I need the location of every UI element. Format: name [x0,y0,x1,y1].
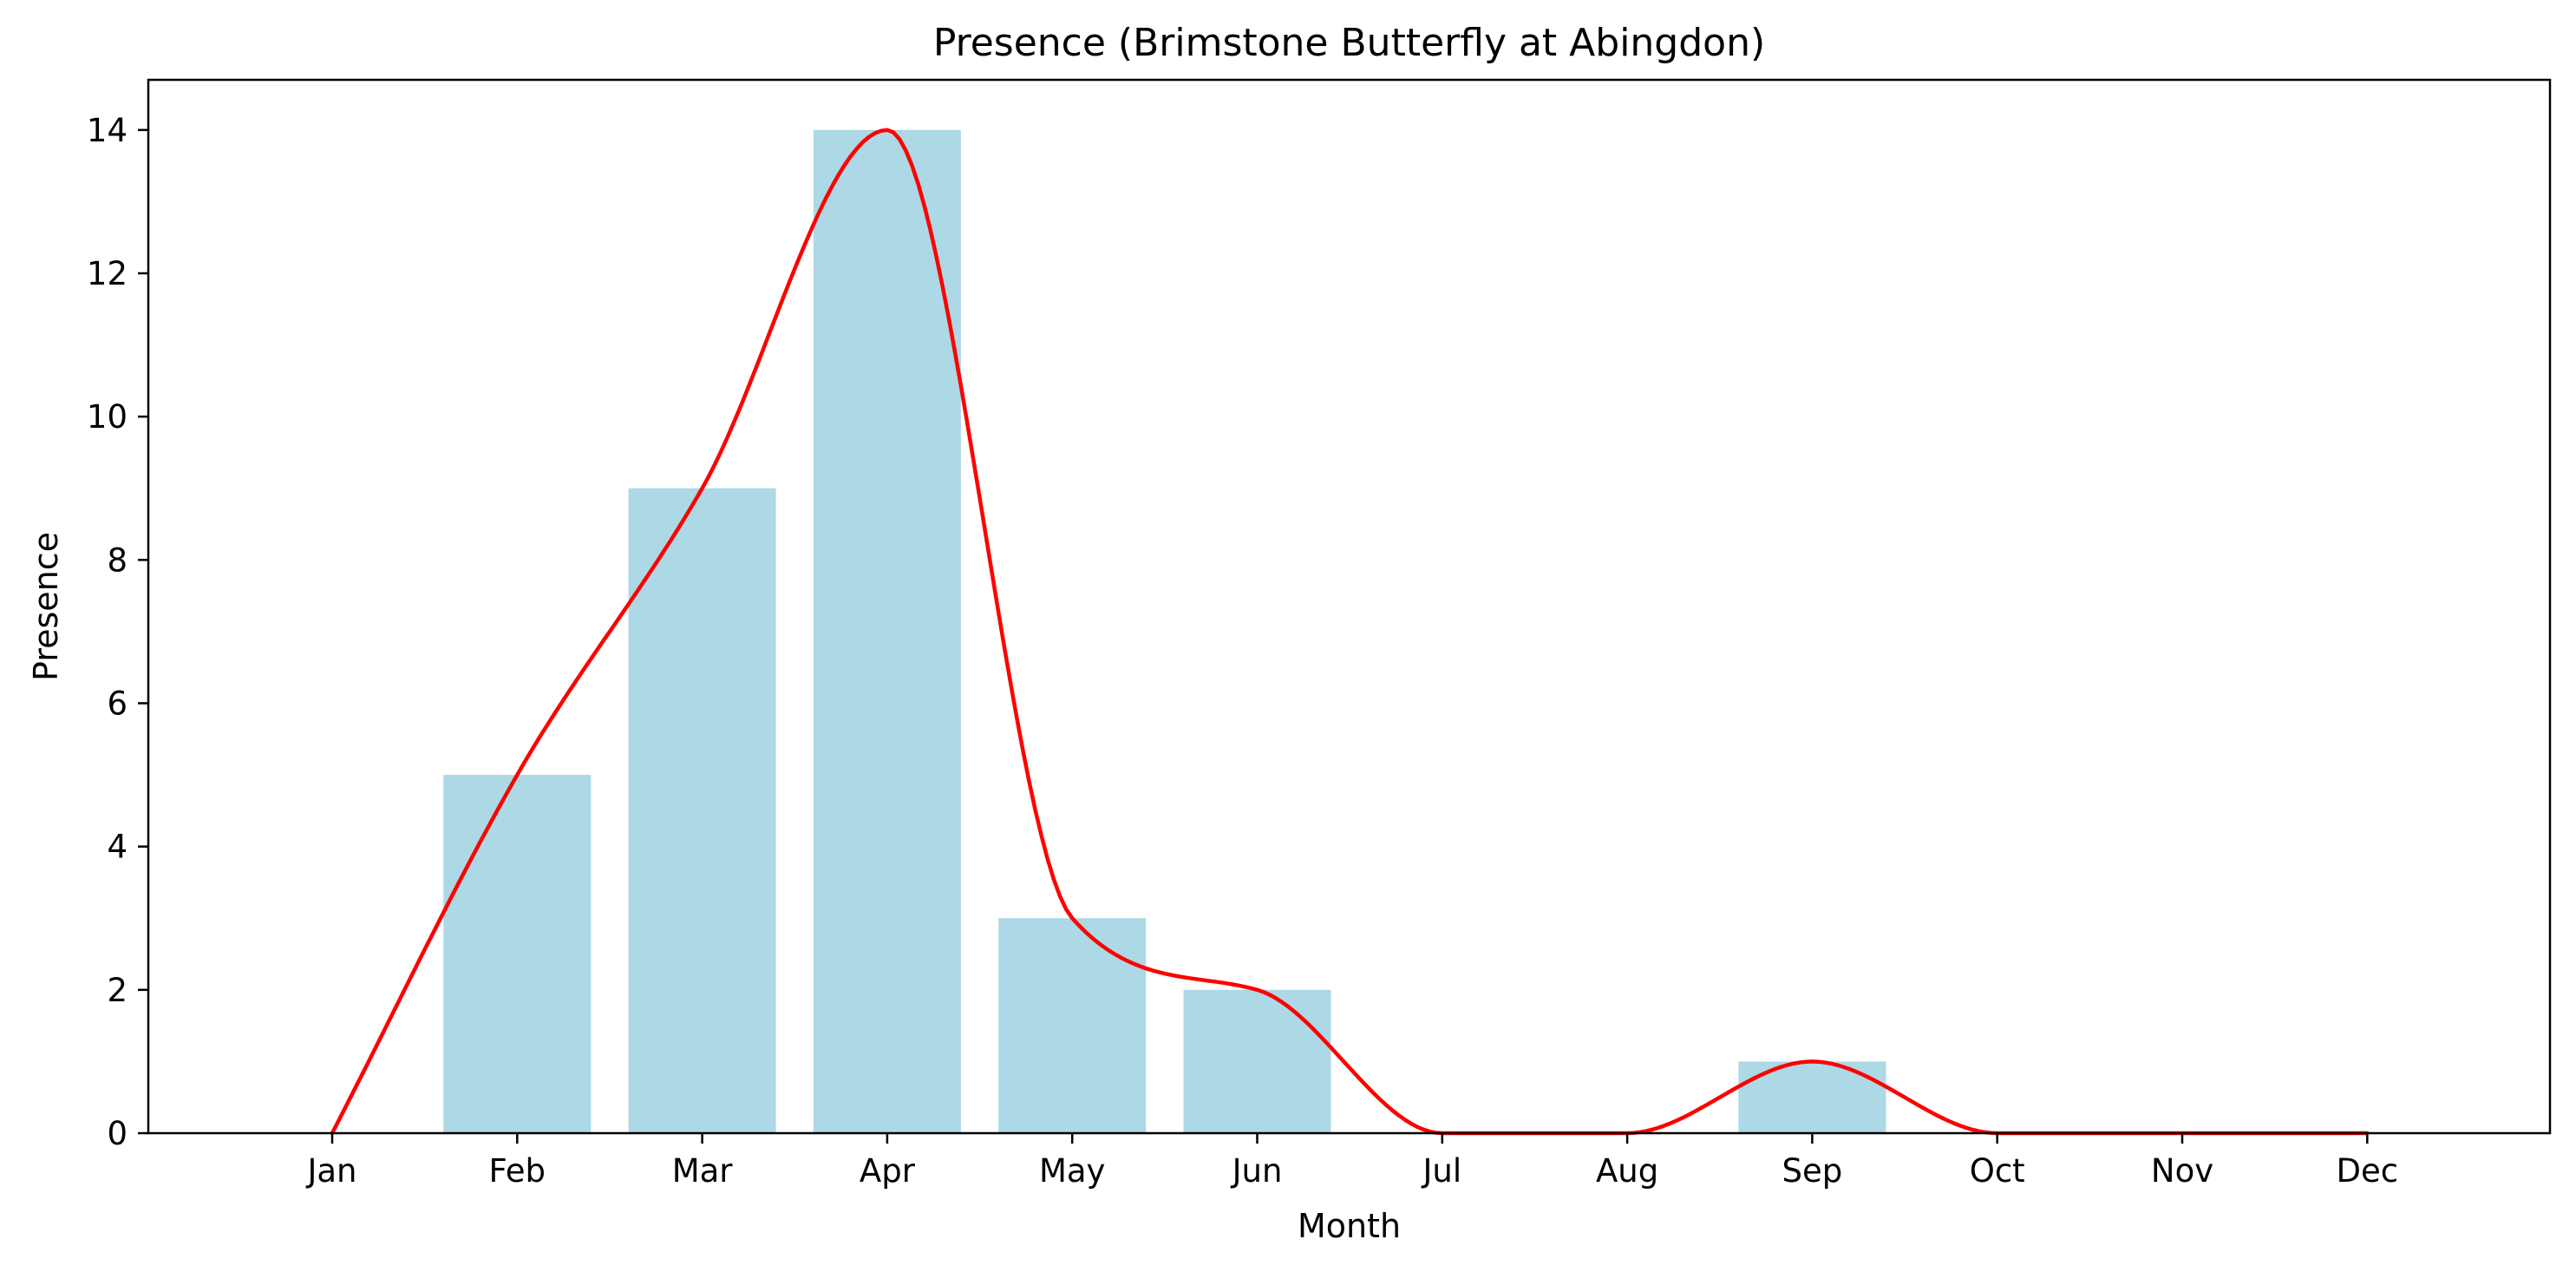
x-tick-label: Oct [1970,1152,2025,1190]
bar-series [443,129,1886,1133]
x-tick-label: Mar [672,1152,734,1190]
x-tick-label: Jan [305,1152,356,1190]
x-tick-label: Aug [1596,1152,1658,1190]
bar-feb [443,775,592,1133]
x-tick-label: Apr [860,1152,916,1190]
bar-apr [813,129,961,1133]
x-tick-label: Jul [1421,1152,1461,1190]
y-tick-label: 8 [107,541,127,579]
x-tick-label: Feb [489,1152,546,1190]
y-tick-label: 10 [87,398,127,436]
plot-frame [147,78,2552,1135]
x-axis-label: Month [1298,1207,1401,1245]
y-tick-label: 6 [107,685,127,722]
bar-jun [1183,989,1331,1133]
chart-title: Presence (Brimstone Butterfly at Abingdo… [933,21,1765,65]
y-tick-label: 2 [107,972,127,1009]
x-tick-label: Sep [1782,1152,1843,1190]
bar-sep [1738,1061,1886,1133]
y-axis-label: Presence [27,532,65,681]
x-axis-ticks: Jan Feb Mar Apr May Jun Jul Aug Sep Oct Nov Dec [305,1133,2398,1190]
y-tick-label: 4 [107,829,127,866]
bar-may [998,918,1147,1133]
y-axis-ticks: 0 2 4 6 8 10 12 14 [87,112,148,1152]
x-tick-label: Nov [2151,1152,2213,1190]
x-tick-label: Jun [1231,1152,1283,1190]
bar-mar [628,488,776,1133]
y-tick-label: 12 [87,255,127,292]
y-tick-label: 14 [87,112,127,149]
y-tick-label: 0 [107,1115,127,1152]
x-tick-label: Dec [2336,1152,2398,1190]
x-tick-label: May [1039,1152,1106,1190]
